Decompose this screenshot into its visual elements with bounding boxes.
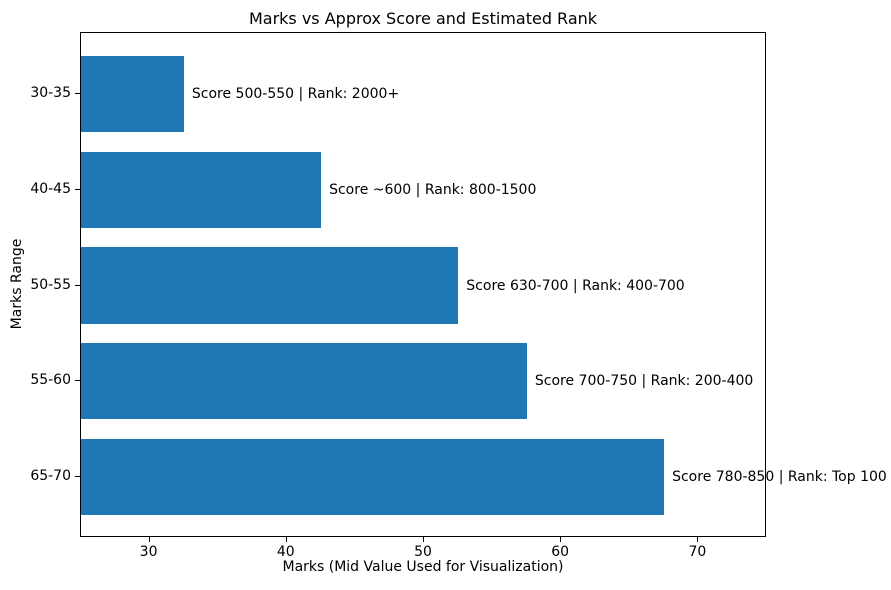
bar-annotation: Score 700-750 | Rank: 200-400 [534,373,754,390]
x-tick-mark [560,537,562,542]
y-tick-mark [75,380,80,382]
x-tick-mark [285,537,287,542]
x-tick-label: 70 [688,544,707,560]
x-tick-mark [148,537,150,542]
x-tick-label: 30 [139,544,158,560]
bar-annotation: Score ~600 | Rank: 800-1500 [329,181,537,198]
x-tick-mark [423,537,424,542]
x-tick-label: 40 [276,544,295,560]
bar [81,438,665,516]
y-tick-label: 65-70 [30,467,71,484]
bar [81,247,459,324]
y-tick-label: 30-35 [30,85,71,102]
y-tick-label: 55-60 [30,372,71,389]
y-tick-mark [75,475,80,477]
chart-title: Marks vs Approx Score and Estimated Rank [248,9,598,28]
bar-annotation: Score 780-850 | Rank: Top 100 [672,468,887,485]
bar-annotation: Score 500-550 | Rank: 2000+ [191,86,400,103]
bar [81,342,527,420]
x-tick-label: 60 [551,544,570,560]
x-tick-mark [697,537,699,542]
y-tick-label: 40-45 [30,180,71,197]
plot-area: Score 500-550 | Rank: 2000+ Score ~600 | … [80,32,887,537]
bar-annotation: Score 630-700 | Rank: 400-700 [466,277,685,294]
bar [81,151,322,229]
y-tick-mark [75,93,80,95]
y-tick-mark [75,284,80,286]
x-tick-label: 50 [414,544,432,560]
x-axis-label: Marks (Mid Value Used for Visualization) [282,559,564,575]
y-tick-mark [75,188,80,190]
y-tick-label: 50-55 [30,276,71,293]
bar [81,55,184,133]
